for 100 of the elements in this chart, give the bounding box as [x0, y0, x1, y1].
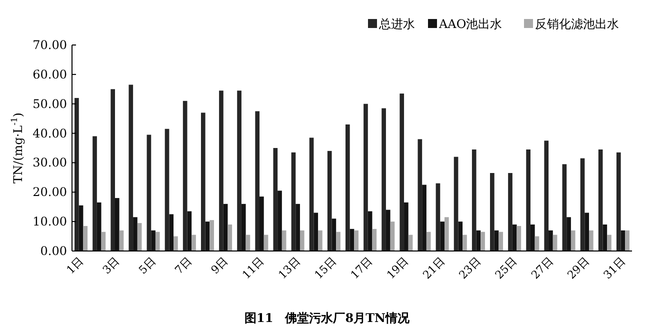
bar — [110, 89, 115, 251]
y-tick-label: 20.00 — [32, 185, 67, 200]
bar — [426, 232, 431, 251]
bar — [128, 84, 134, 251]
y-tick-label: 0.00 — [40, 244, 67, 258]
bar — [146, 134, 152, 251]
x-tick-label: 5日 — [136, 254, 158, 277]
bar — [182, 100, 188, 251]
bar — [260, 196, 264, 251]
bar — [422, 184, 426, 251]
bar — [368, 211, 372, 251]
bar — [241, 204, 246, 251]
bar — [336, 232, 340, 251]
bar — [589, 230, 594, 251]
bar — [200, 112, 206, 251]
bar — [300, 230, 304, 251]
bar — [282, 230, 286, 251]
bar — [345, 124, 350, 251]
bar — [314, 212, 318, 251]
bar — [78, 205, 84, 251]
bar — [418, 139, 422, 251]
bar — [332, 218, 336, 251]
bar — [169, 214, 174, 251]
bar — [498, 232, 504, 251]
x-tick-label: 23日 — [456, 254, 484, 282]
bar — [364, 104, 368, 251]
bar — [278, 190, 282, 251]
bar — [382, 108, 386, 251]
bar — [390, 222, 395, 251]
bar — [404, 202, 408, 251]
bar — [318, 230, 322, 251]
bar — [223, 204, 228, 251]
x-tick-label: 17日 — [348, 254, 376, 282]
bar — [584, 212, 590, 251]
x-tick-label: 1日 — [64, 254, 86, 277]
x-tick-label: 7日 — [172, 254, 194, 277]
bar — [602, 224, 608, 251]
y-tick-label: 70.00 — [32, 38, 67, 52]
bar — [228, 224, 232, 251]
bar — [296, 204, 300, 251]
bar — [625, 230, 630, 251]
bar — [92, 136, 97, 251]
bar — [187, 211, 192, 251]
bar — [255, 111, 260, 251]
bar — [458, 222, 463, 251]
bar — [607, 234, 612, 251]
bar — [462, 234, 467, 251]
bar — [512, 224, 517, 251]
bar — [151, 230, 156, 251]
bar — [83, 226, 88, 251]
bar — [174, 236, 178, 251]
bar — [490, 173, 494, 251]
x-tick-label: 21日 — [420, 254, 448, 282]
x-tick-label: 15日 — [312, 254, 339, 282]
bar — [494, 230, 499, 251]
bar — [454, 156, 458, 251]
x-tick-label: 11日 — [240, 254, 267, 282]
bar — [616, 152, 621, 251]
bar — [526, 149, 530, 251]
x-tick-label: 29日 — [564, 254, 592, 282]
x-tick-label: 25日 — [492, 254, 520, 282]
bar — [444, 217, 449, 251]
bar — [114, 198, 120, 251]
bar — [237, 90, 242, 251]
bar — [472, 149, 476, 251]
x-tick-label: 31日 — [601, 254, 628, 282]
bar — [620, 230, 626, 251]
bar — [508, 173, 512, 251]
bar — [133, 217, 138, 251]
legend-label: AAO池出水 — [438, 17, 502, 31]
bar — [476, 230, 481, 251]
bar — [119, 230, 124, 251]
bar — [544, 140, 549, 251]
bar — [400, 94, 404, 251]
bar — [192, 234, 196, 251]
bar — [480, 232, 485, 251]
bar — [210, 220, 214, 251]
y-tick-label: 40.00 — [32, 126, 67, 140]
y-tick-label: 30.00 — [32, 156, 67, 170]
bar — [74, 98, 79, 251]
bar — [436, 183, 440, 251]
x-tick-label: 9日 — [208, 254, 230, 277]
bar — [273, 148, 278, 251]
bar — [164, 128, 170, 251]
bar — [386, 210, 390, 251]
bar — [219, 90, 224, 251]
x-tick-label: 3日 — [100, 254, 122, 277]
bar — [372, 228, 377, 251]
y-tick-label: 60.00 — [32, 67, 67, 82]
bar — [598, 149, 603, 251]
legend-label: 总进水 — [378, 17, 415, 31]
bar — [155, 232, 160, 251]
bar — [137, 223, 142, 251]
x-tick-label: 27日 — [528, 254, 556, 282]
bar — [96, 202, 102, 251]
bar — [562, 164, 567, 251]
bar — [516, 226, 522, 251]
bar — [350, 228, 354, 251]
bar — [580, 158, 585, 251]
bar — [530, 224, 535, 251]
